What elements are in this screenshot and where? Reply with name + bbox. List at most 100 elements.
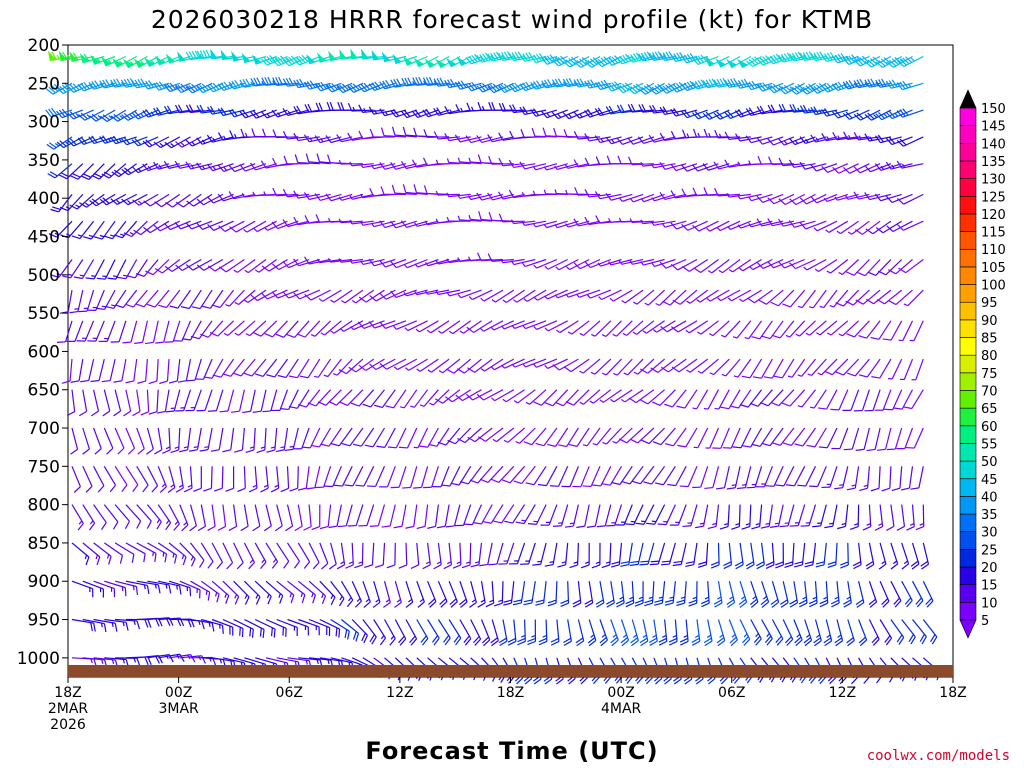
- barb-full: [125, 303, 134, 308]
- barb-staff: [789, 389, 806, 407]
- barb-full: [182, 338, 191, 341]
- barb-full: [234, 596, 240, 605]
- wind-barb: [890, 542, 899, 570]
- barb-full: [587, 59, 595, 67]
- barb-half: [894, 112, 899, 117]
- wind-barb: [853, 55, 881, 67]
- barb-staff: [352, 466, 364, 487]
- barb-half: [180, 407, 185, 409]
- barb-full: [763, 376, 773, 379]
- wind-barb: [185, 161, 213, 170]
- barb-full: [127, 447, 135, 455]
- barb-full: [689, 53, 696, 61]
- barb-full: [454, 81, 461, 90]
- barb-full: [770, 401, 780, 407]
- barb-half: [589, 400, 594, 404]
- wind-barb: [306, 466, 321, 490]
- barb-pennant: [210, 48, 218, 60]
- barb-full: [459, 598, 467, 606]
- barb-staff: [659, 289, 676, 306]
- wind-barb: [812, 504, 827, 528]
- barb-staff: [506, 289, 525, 303]
- barb-full: [903, 406, 912, 410]
- wind-barb: [272, 129, 299, 139]
- barb-full: [640, 399, 649, 405]
- barb-staff: [922, 580, 934, 602]
- barb-full: [734, 561, 744, 567]
- wind-barb: [77, 81, 105, 92]
- barb-full: [88, 81, 95, 90]
- barb-full: [910, 487, 920, 490]
- barb-full: [437, 441, 447, 446]
- barb-staff: [406, 220, 428, 229]
- barb-full: [203, 376, 213, 379]
- barb-staff: [276, 504, 283, 527]
- barb-full: [102, 135, 109, 143]
- wind-barb: [206, 163, 234, 172]
- wind-barb: [788, 220, 816, 228]
- barb-half: [333, 373, 338, 376]
- barb-staff: [680, 542, 687, 565]
- wind-barb: [254, 618, 276, 638]
- wind-barb: [652, 427, 676, 446]
- barb-full: [649, 563, 659, 566]
- barb-pennant: [371, 49, 380, 61]
- wind-barb: [87, 289, 105, 312]
- barb-full: [479, 54, 486, 62]
- barb-full: [802, 86, 811, 94]
- barb-half: [400, 406, 405, 409]
- barb-full: [688, 599, 697, 604]
- barb-full: [899, 138, 907, 146]
- barb-full: [201, 83, 209, 91]
- barb-staff: [889, 466, 892, 489]
- barb-staff: [823, 542, 827, 565]
- barb-staff: [265, 542, 279, 562]
- barb-full: [78, 114, 86, 121]
- barb-half: [325, 84, 330, 89]
- barb-full: [527, 522, 537, 525]
- barb-full: [877, 270, 887, 276]
- barb-full: [643, 52, 650, 61]
- barb-staff: [884, 289, 903, 305]
- barb-staff: [471, 504, 483, 525]
- barb-full: [69, 84, 77, 92]
- barb-full: [107, 277, 116, 280]
- wind-barb: [693, 427, 709, 449]
- barb-staff: [115, 618, 138, 622]
- barb-full: [885, 161, 892, 170]
- wind-barb: [785, 466, 806, 487]
- barb-full: [616, 602, 625, 608]
- barb-staff: [481, 193, 504, 201]
- wind-barb: [876, 289, 903, 305]
- wind-barb: [767, 193, 795, 205]
- wind-barb: [596, 504, 612, 528]
- barb-staff: [731, 289, 752, 302]
- barb-full: [869, 58, 878, 65]
- barb-staff: [286, 542, 300, 562]
- barb-staff: [831, 358, 849, 376]
- barb-full: [358, 130, 364, 139]
- barb-full: [260, 292, 268, 300]
- barb-full: [514, 51, 521, 60]
- barb-pennant: [47, 50, 57, 62]
- wind-barb: [125, 542, 146, 563]
- barb-full: [632, 84, 641, 92]
- wind-barb: [874, 504, 884, 531]
- barb-full: [703, 128, 708, 138]
- barb-staff: [156, 359, 159, 382]
- barb-staff: [279, 389, 289, 411]
- barb-full: [837, 53, 844, 62]
- barb-full: [347, 102, 353, 112]
- wind-barb: [805, 320, 827, 336]
- barb-staff: [722, 259, 741, 274]
- barb-staff: [509, 465, 526, 484]
- barb-full: [207, 106, 213, 115]
- barb-half: [66, 233, 71, 237]
- barb-half: [339, 595, 343, 601]
- barb-pennant: [231, 50, 240, 62]
- barb-staff: [738, 504, 741, 527]
- wind-barb: [211, 580, 230, 604]
- barb-full: [299, 375, 309, 379]
- barb-full: [137, 380, 146, 384]
- barb-half: [755, 522, 761, 526]
